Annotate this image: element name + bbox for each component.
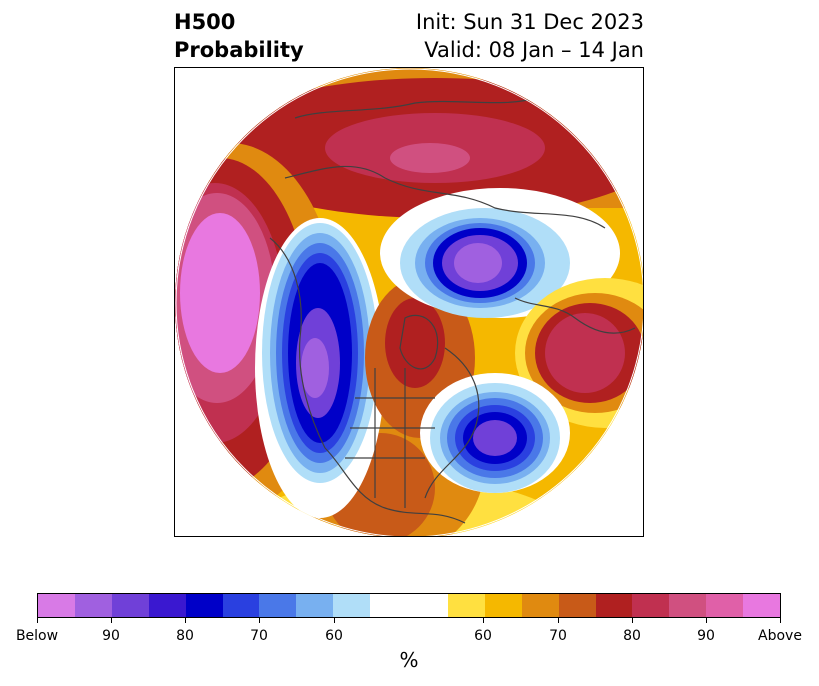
map-frame bbox=[174, 67, 644, 537]
colorbar-tick-mark bbox=[37, 618, 38, 623]
colorbar-tick-label: 80 bbox=[623, 628, 641, 644]
colorbar-tick-mark bbox=[111, 618, 112, 623]
colorbar-segment bbox=[222, 594, 260, 617]
colorbar-segment bbox=[333, 594, 371, 617]
title-variable: H500 bbox=[174, 10, 236, 34]
colorbar-unit-label: % bbox=[399, 648, 419, 672]
colorbar-tick-label: 60 bbox=[474, 628, 492, 644]
colorbar-segment bbox=[595, 594, 633, 617]
colorbar-tick-label: 70 bbox=[549, 628, 567, 644]
colorbar-tick-label: Above bbox=[758, 628, 802, 644]
arctic-pink-core bbox=[390, 143, 470, 173]
canada-high-2 bbox=[385, 298, 445, 388]
colorbar-segment bbox=[74, 594, 112, 617]
colorbar-tick-label: 70 bbox=[250, 628, 268, 644]
atlantic-low-core bbox=[473, 420, 517, 456]
title-valid: Valid: 08 Jan – 14 Jan bbox=[424, 38, 644, 62]
colorbar-tick-label: 80 bbox=[176, 628, 194, 644]
colorbar-tick-label: 90 bbox=[102, 628, 120, 644]
colorbar-tick-label: 60 bbox=[325, 628, 343, 644]
colorbar-segment bbox=[296, 594, 334, 617]
hemisphere-edge bbox=[175, 68, 643, 536]
title-product: Probability bbox=[174, 38, 304, 62]
colorbar-segment bbox=[259, 594, 297, 617]
west-low-core bbox=[301, 338, 329, 398]
colorbar-segment bbox=[111, 594, 149, 617]
pacific-high-core bbox=[180, 213, 260, 373]
colorbar-segment bbox=[558, 594, 596, 617]
colorbar-segment bbox=[370, 594, 448, 617]
colorbar-segment bbox=[743, 594, 781, 617]
colorbar-tick-mark bbox=[259, 618, 260, 623]
colorbar-tick-label: 90 bbox=[697, 628, 715, 644]
colorbar-segment bbox=[447, 594, 485, 617]
title-right: Init: Sun 31 Dec 2023 Valid: 08 Jan – 14… bbox=[416, 8, 644, 64]
colorbar-tick-mark bbox=[632, 618, 633, 623]
colorbar-tick-mark bbox=[780, 618, 781, 623]
colorbar-segment bbox=[148, 594, 186, 617]
colorbar-segment bbox=[632, 594, 670, 617]
colorbar-segment bbox=[185, 594, 223, 617]
colorbar-tick-mark bbox=[558, 618, 559, 623]
colorbar-tick-mark bbox=[706, 618, 707, 623]
europe-high-core bbox=[545, 313, 625, 393]
colorbar-segment bbox=[706, 594, 744, 617]
coastlines bbox=[269, 95, 643, 524]
colorbar-tick-mark bbox=[334, 618, 335, 623]
probability-map bbox=[175, 68, 643, 536]
colorbar-segment bbox=[38, 594, 75, 617]
polar-low-core bbox=[454, 243, 502, 283]
colorbar-segment bbox=[669, 594, 707, 617]
colorbar bbox=[37, 593, 781, 618]
colorbar-segment bbox=[521, 594, 559, 617]
title-init: Init: Sun 31 Dec 2023 bbox=[415, 10, 644, 34]
colorbar-tick-label: Below bbox=[15, 628, 59, 644]
colorbar-tick-mark bbox=[483, 618, 484, 623]
title-left: H500 Probability bbox=[174, 8, 304, 64]
colorbar-tick-mark bbox=[185, 618, 186, 623]
colorbar-segment bbox=[484, 594, 522, 617]
